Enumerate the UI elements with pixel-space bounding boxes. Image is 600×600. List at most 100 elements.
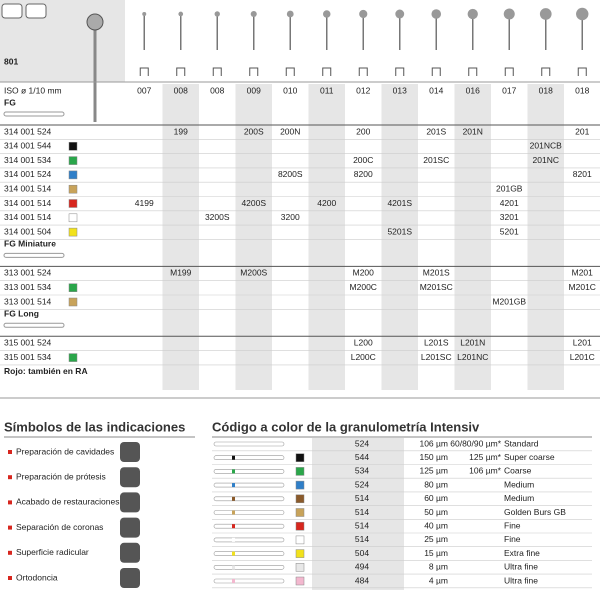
band — [232, 483, 235, 488]
row-code: 314 001 504 — [4, 226, 52, 236]
color-swatch — [68, 297, 78, 307]
bur-image — [214, 11, 220, 17]
cell: 3200S — [205, 212, 230, 222]
column-shade — [312, 438, 404, 590]
row-code: 314 001 534 — [4, 155, 52, 165]
cell: M201 — [572, 268, 594, 278]
size-label: 011 — [320, 85, 334, 95]
cell: M200C — [350, 282, 377, 292]
column-shade — [235, 84, 272, 390]
color-swatch — [295, 576, 305, 586]
shank-image — [213, 455, 285, 461]
cell: M199 — [170, 268, 192, 278]
band — [232, 455, 235, 460]
cell: 5201S — [387, 226, 412, 236]
grit-size: 40 µm — [424, 520, 448, 530]
size-label: 009 — [247, 85, 261, 95]
color-swatch — [295, 467, 305, 476]
cell: 201GB — [496, 183, 523, 193]
indication: Superficie radicular — [16, 547, 89, 557]
bur-image — [358, 67, 368, 76]
band — [232, 496, 235, 501]
cell: 8200 — [354, 169, 373, 179]
indication: Preparación de prótesis — [16, 471, 106, 481]
column-shade — [308, 84, 345, 390]
bur-image — [176, 67, 186, 76]
grit-label: Golden Burs GB — [504, 507, 566, 517]
shank-image — [213, 469, 285, 474]
cell: 200 — [356, 126, 370, 136]
shank-image — [3, 322, 65, 328]
indication-icon — [120, 442, 140, 462]
shank-image — [3, 111, 65, 117]
color-swatch — [295, 521, 305, 531]
bullet — [8, 500, 12, 505]
grit-label: Fine — [504, 534, 521, 544]
group-title: FG Long — [4, 309, 39, 319]
grit-label: Medium — [504, 479, 534, 489]
row-code: 315 001 534 — [4, 352, 52, 362]
grit-size: 15 µm — [424, 548, 448, 558]
column-shade — [527, 84, 564, 390]
color-swatch — [295, 480, 305, 490]
size-label: 018 — [575, 85, 589, 95]
bur-image — [431, 9, 442, 19]
size-label: 008 — [174, 85, 188, 95]
grit-size: 50 µm — [424, 507, 448, 517]
cell: L201C — [570, 352, 595, 362]
shank-image — [213, 551, 285, 556]
grit-size: 80 µm — [424, 479, 448, 489]
row-code: 315 001 524 — [4, 338, 52, 348]
cell: L201 — [573, 338, 592, 348]
row-code: 314 001 514 — [4, 212, 52, 222]
row-code: 314 001 544 — [4, 141, 52, 151]
column-shade — [162, 84, 199, 390]
bur-image — [359, 9, 368, 19]
bur-image — [178, 11, 184, 17]
cell: 200C — [353, 155, 373, 165]
group-title: FG Miniature — [4, 239, 56, 249]
cell: L200C — [351, 352, 376, 362]
grit-note: 125 µm* — [469, 452, 502, 462]
color-swatch — [295, 508, 305, 517]
indication: Ortodoncia — [16, 572, 58, 582]
cell: 201N — [463, 126, 483, 136]
grit-code: 514 — [355, 520, 369, 530]
cell: 200S — [244, 126, 264, 136]
row-code: 313 001 514 — [4, 296, 52, 306]
grit-size: 150 µm — [419, 452, 448, 462]
bur-image — [250, 10, 257, 18]
size-label: 008 — [210, 85, 224, 95]
grit-code: 514 — [355, 507, 369, 517]
color-swatch — [68, 184, 78, 194]
bur-image — [139, 67, 149, 76]
indication: Acabado de restauraciones — [16, 497, 120, 507]
cell: L201S — [424, 338, 449, 348]
bur-image — [503, 8, 515, 20]
grit-code: 504 — [355, 548, 369, 558]
grit-code: 524 — [355, 438, 369, 448]
row-code: 314 001 524 — [4, 169, 52, 179]
cell: M201C — [569, 282, 596, 292]
grit-label: Fine — [504, 520, 521, 530]
grit-code: 514 — [355, 534, 369, 544]
shank-image — [213, 578, 285, 584]
grit-code: 524 — [355, 479, 369, 489]
cell: 4201S — [387, 198, 412, 208]
grit-size: 4 µm — [429, 575, 448, 585]
grit-code: 544 — [355, 452, 369, 462]
footnote: Rojo: también en RA — [4, 366, 88, 376]
row-code: 313 001 534 — [4, 282, 52, 292]
color-swatch — [295, 563, 305, 572]
indication-icon — [120, 517, 140, 538]
bur-image — [395, 67, 405, 76]
grit-size: 25 µm — [424, 534, 448, 544]
bullet — [8, 576, 12, 580]
size-label: 013 — [393, 85, 407, 95]
color-swatch — [68, 283, 78, 292]
cell: 5201 — [500, 226, 519, 236]
bur-image — [142, 12, 147, 16]
grit-note: 106 µm* — [469, 466, 502, 476]
band — [232, 524, 235, 529]
icon — [25, 3, 47, 19]
